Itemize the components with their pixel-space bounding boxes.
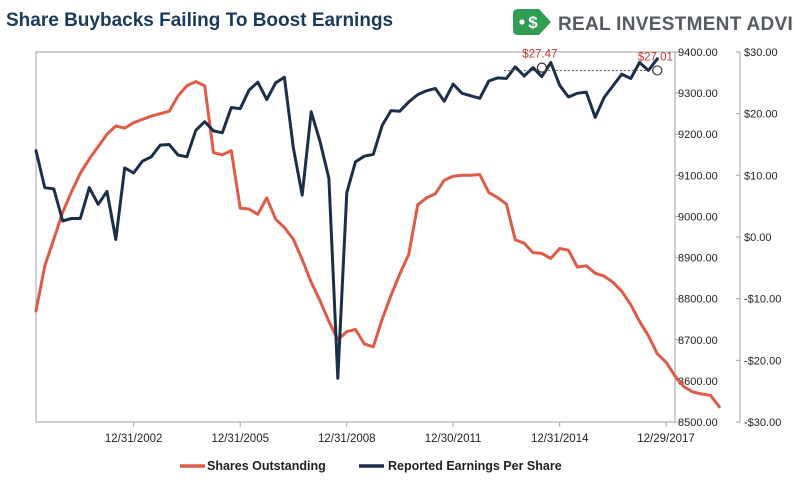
y-right-tick-label: -$20.00	[744, 355, 781, 367]
plot-frame	[35, 51, 676, 423]
legend-label-eps: Reported Earnings Per Share	[388, 459, 562, 473]
annotation-marker	[536, 62, 547, 73]
y-left-tick-label: 8800.00	[678, 294, 718, 306]
y-left-tick-label: 9400.00	[678, 47, 718, 59]
annotation-marker	[652, 65, 663, 76]
y-left-tick-label: 9300.00	[678, 88, 718, 100]
brand-logo: $ REAL INVESTMENT ADVICE	[513, 9, 794, 35]
x-tick-label: 12/31/2014	[531, 433, 589, 445]
y-left-tick-label: 9100.00	[678, 170, 718, 182]
price-tag-icon	[513, 9, 551, 35]
chart-title: Share Buybacks Failing To Boost Earnings	[6, 10, 393, 31]
y-right-tick-label: $20.00	[744, 109, 778, 121]
price-tag-hole	[519, 19, 525, 25]
brand-name: REAL INVESTMENT ADVICE	[558, 14, 794, 35]
y-left-tick-label: 9000.00	[678, 211, 718, 223]
x-tick-label: 12/31/2002	[105, 433, 163, 445]
x-tick-label: 12/31/2008	[318, 433, 376, 445]
y-left-tick-label: 8900.00	[678, 253, 718, 265]
x-tick-label: 12/29/2017	[637, 433, 695, 445]
legend-label-shares: Shares Outstanding	[207, 459, 326, 473]
y-right-tick-label: $10.00	[744, 170, 778, 182]
y-left-tick-label: 8600.00	[678, 376, 718, 388]
annotation-label: $27.01	[638, 51, 673, 63]
y-left-tick-label: 9200.00	[678, 129, 718, 141]
plot-area: 8500.00 8600.00 8700.00 8800.00 8900.00 9000.…	[34, 47, 781, 445]
y-right-tick-label: -$30.00	[744, 417, 781, 429]
shares-outstanding-line	[34, 80, 721, 409]
x-tick-label: 12/31/2005	[211, 433, 269, 445]
dollar-sign-icon: $	[528, 13, 538, 32]
x-tick-label: 12/30/2011	[425, 433, 482, 445]
y-right-tick-label: -$10.00	[744, 294, 781, 306]
y-left-tick-label: 8500.00	[678, 417, 718, 429]
y-right-tick-label: $30.00	[744, 47, 778, 59]
y-left-tick-label: 8700.00	[678, 335, 718, 347]
legend: Shares Outstanding Reported Earnings Per…	[180, 459, 562, 473]
y-right-tick-label: $0.00	[744, 232, 772, 244]
annotation-label: $27.47	[522, 49, 557, 61]
